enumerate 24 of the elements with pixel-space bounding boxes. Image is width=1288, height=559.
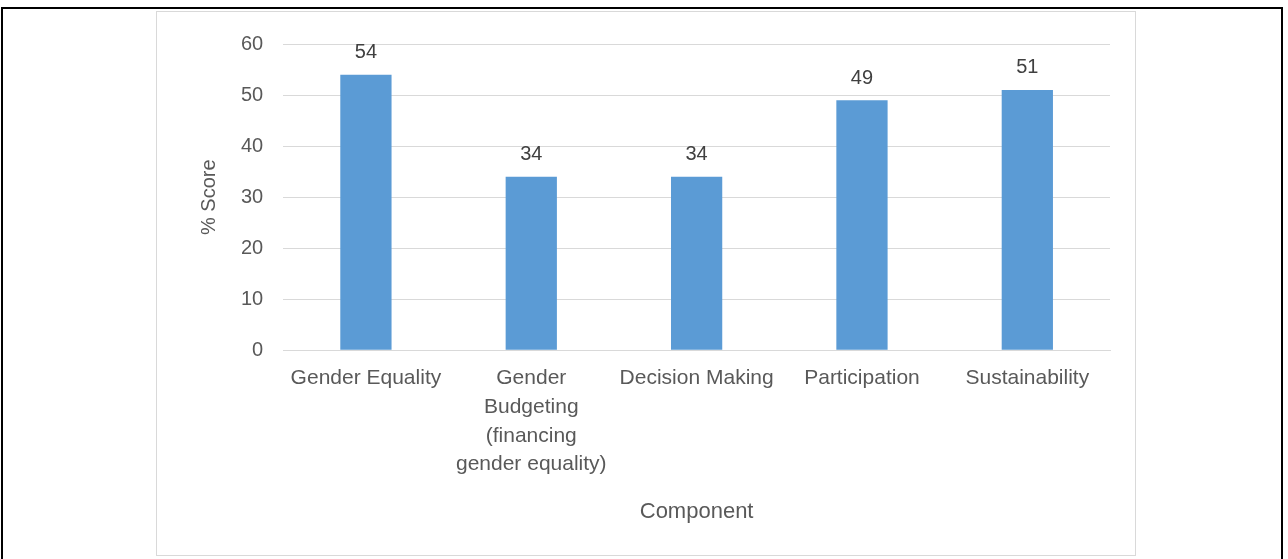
bar xyxy=(340,74,392,350)
bar xyxy=(505,176,557,350)
x-tick-label: Participation xyxy=(804,365,920,389)
bar xyxy=(836,100,888,350)
y-tick-label: 50 xyxy=(241,82,264,105)
y-tick-label: 10 xyxy=(241,286,264,309)
y-axis-title: % Score xyxy=(196,159,219,235)
x-tick-label: Sustainability xyxy=(965,365,1090,389)
x-tick-label: Gender Equality xyxy=(290,365,442,389)
y-tick-label: 60 xyxy=(241,31,264,54)
data-label: 34 xyxy=(520,142,543,165)
y-tick-label: 30 xyxy=(241,184,264,207)
bar xyxy=(1001,89,1053,350)
data-label: 49 xyxy=(850,65,874,88)
y-tick-label: 0 xyxy=(252,337,264,360)
bar xyxy=(670,176,723,350)
x-tick-label: Decision Making xyxy=(619,365,774,389)
x-tick-label: Gender Budgeting (financing gender equality) xyxy=(455,365,607,475)
data-label: 34 xyxy=(685,142,708,165)
y-tick-label: 40 xyxy=(241,133,264,156)
data-label: 51 xyxy=(1016,55,1039,78)
y-tick-label: 20 xyxy=(241,235,264,258)
data-label: 54 xyxy=(354,40,378,63)
x-axis-title: Component xyxy=(639,497,754,523)
